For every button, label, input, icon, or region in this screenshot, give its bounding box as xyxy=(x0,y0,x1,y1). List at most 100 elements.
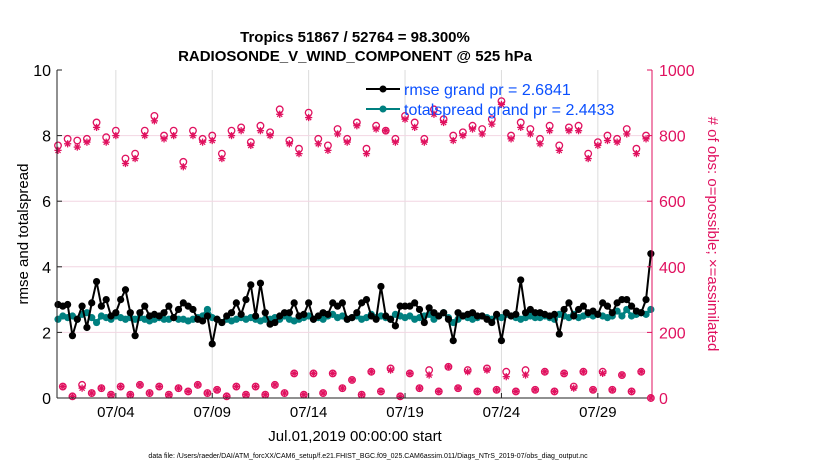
assimilated-marker xyxy=(464,368,472,376)
assimilated-marker-stroke xyxy=(392,139,399,146)
assimilated-marker-stroke xyxy=(450,137,457,144)
assimilated-marker-stroke xyxy=(594,142,601,149)
assimilated-marker xyxy=(266,132,274,140)
rmse-point xyxy=(449,337,457,345)
assimilated-marker xyxy=(218,154,226,163)
rmse-point xyxy=(300,310,308,318)
rmse-point xyxy=(391,322,399,330)
x-tick-label: 07/04 xyxy=(97,404,135,421)
assimilated-marker xyxy=(300,391,308,399)
rmse-point xyxy=(165,302,173,310)
assimilated-marker-stroke xyxy=(127,391,134,398)
assimilated-marker xyxy=(599,369,607,377)
assimilated-marker xyxy=(502,373,510,381)
assimilated-marker-stroke xyxy=(257,127,264,134)
assimilated-marker xyxy=(473,387,481,396)
rmse-point xyxy=(411,299,419,307)
assimilated-marker-stroke xyxy=(136,381,143,388)
assimilated-marker xyxy=(343,138,351,146)
assimilated-marker xyxy=(449,136,457,145)
assimilated-marker-stroke xyxy=(112,132,119,139)
assimilated-marker-stroke xyxy=(122,160,129,167)
assimilated-marker-stroke xyxy=(324,147,331,154)
assimilated-marker xyxy=(155,382,163,391)
assimilated-marker xyxy=(584,154,592,163)
assimilated-marker-stroke xyxy=(469,126,476,133)
rmse-point xyxy=(117,296,125,304)
rmse-point xyxy=(623,296,631,304)
assimilated-marker xyxy=(348,376,356,384)
assimilated-marker-stroke xyxy=(358,391,365,398)
assimilated-marker-stroke xyxy=(79,385,86,392)
assimilated-marker-stroke xyxy=(570,385,577,392)
assimilated-marker xyxy=(295,150,303,158)
assimilated-marker-stroke xyxy=(440,119,447,126)
assimilated-marker-stroke xyxy=(353,122,360,129)
assimilated-marker-stroke xyxy=(575,127,582,134)
rmse-point xyxy=(637,309,645,317)
assimilated-marker xyxy=(444,363,453,371)
assimilated-marker xyxy=(401,115,409,123)
rmse-point xyxy=(252,312,260,320)
rmse-point xyxy=(73,315,81,323)
assimilated-marker xyxy=(136,381,144,389)
rmse-point xyxy=(102,296,110,304)
rmse-point xyxy=(517,276,525,284)
assimilated-marker-stroke xyxy=(281,390,288,397)
assimilated-marker-stroke xyxy=(585,155,592,162)
rmse-point xyxy=(256,279,265,287)
rmse-point xyxy=(174,305,183,314)
footer-data-file: data file: /Users/raeder/DAI/ATM_forcXX/… xyxy=(148,453,588,460)
totalspread-point xyxy=(203,305,212,314)
assimilated-marker xyxy=(107,391,115,399)
legend-rmse-label: rmse grand pr = 2.6841 xyxy=(404,82,571,99)
assimilated-marker-stroke xyxy=(512,388,519,395)
assimilated-marker-stroke xyxy=(590,386,597,393)
rmse-point xyxy=(555,330,563,338)
assimilated-marker-stroke xyxy=(262,391,269,398)
assimilated-marker xyxy=(415,384,424,392)
rmse-point xyxy=(141,302,149,310)
assimilated-marker xyxy=(179,163,187,171)
assimilated-marker-stroke xyxy=(445,363,452,370)
assimilated-marker-stroke xyxy=(156,383,163,390)
assimilated-marker-stroke xyxy=(483,367,490,374)
assimilated-marker-stroke xyxy=(74,144,81,151)
assimilated-marker-stroke xyxy=(199,139,206,146)
assimilated-marker-stroke xyxy=(382,127,389,134)
assimilated-marker xyxy=(88,389,96,397)
rmse-point xyxy=(237,310,245,318)
assimilated-marker xyxy=(353,122,361,130)
assimilated-marker xyxy=(97,384,105,392)
rmse-point xyxy=(488,318,496,327)
assimilated-marker xyxy=(126,391,134,399)
assimilated-marker xyxy=(420,138,428,146)
rmse-point xyxy=(594,310,602,318)
assimilated-marker xyxy=(131,154,139,163)
assimilated-marker-stroke xyxy=(252,383,259,390)
assimilated-marker-stroke xyxy=(474,388,481,395)
assimilated-marker xyxy=(579,368,587,376)
assimilated-marker xyxy=(271,381,279,389)
assimilated-marker xyxy=(521,371,530,379)
assimilated-marker xyxy=(627,387,636,396)
assimilated-marker-stroke xyxy=(146,390,153,397)
x-axis-label: Jul.01,2019 00:00:00 start xyxy=(268,428,442,445)
rmse-point xyxy=(415,305,424,314)
assimilated-marker-stroke xyxy=(189,132,196,139)
assimilated-marker-stroke xyxy=(329,370,336,377)
assimilated-marker-stroke xyxy=(464,368,471,375)
assimilated-marker xyxy=(64,140,72,148)
assimilated-marker xyxy=(208,136,216,145)
assimilated-marker xyxy=(194,381,202,389)
assimilated-marker xyxy=(141,132,149,140)
assimilated-marker-stroke xyxy=(194,381,201,388)
assimilated-marker xyxy=(637,368,645,376)
rmse-point xyxy=(647,250,655,258)
rmse-point xyxy=(565,299,573,307)
totalspread-point xyxy=(92,318,101,327)
assimilated-marker-stroke xyxy=(517,124,524,131)
assimilated-marker xyxy=(145,389,154,397)
assimilated-marker xyxy=(642,135,650,143)
assimilated-marker-stroke xyxy=(291,370,298,377)
